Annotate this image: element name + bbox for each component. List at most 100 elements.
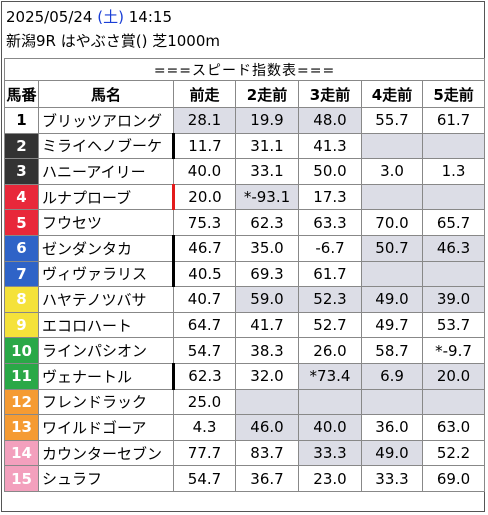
speed-index-cell: 20.0	[173, 183, 236, 211]
race-weekday: (土)	[97, 8, 124, 26]
speed-index-cell: 50.0	[298, 158, 362, 185]
table-row: 11 ヴェナートル 62.3 32.0 *73.4 6.9 20.0	[4, 362, 486, 390]
speed-index-cell	[361, 132, 423, 160]
speed-index-cell: 41.7	[235, 311, 299, 339]
col-header-horse-name: 馬名	[38, 80, 174, 108]
speed-index-cell: 28.1	[173, 107, 236, 134]
speed-index-cell	[361, 388, 423, 416]
table-row: 7 ヴィヴァラリス 40.5 69.3 61.7	[4, 260, 486, 288]
speed-index-cell	[421, 183, 486, 211]
speed-index-cell: 23.0	[298, 465, 362, 492]
horse-name: ヴィヴァラリス	[38, 260, 175, 288]
horse-name: ワイルドゴーア	[38, 414, 174, 441]
speed-index-cell: 75.3	[173, 209, 236, 236]
horse-name: ブリッツアロング	[38, 107, 174, 134]
table-title: ===スピード指数表===	[3, 58, 486, 81]
horse-name: ヴェナートル	[38, 362, 175, 390]
speed-index-cell: 83.7	[235, 439, 299, 467]
horse-name: ルナプローブ	[38, 183, 175, 211]
speed-index-cell: 52.3	[298, 286, 362, 313]
speed-index-cell: 49.0	[361, 286, 423, 313]
horse-number: 9	[4, 311, 39, 339]
speed-index-cell: 20.0	[421, 362, 486, 390]
speed-index-cell: *-9.7	[421, 337, 486, 364]
horse-number: 4	[4, 183, 39, 211]
speed-index-cell: 40.0	[298, 414, 362, 441]
speed-index-cell: 54.7	[173, 337, 236, 364]
horse-number: 3	[4, 158, 39, 185]
table-row: 15 シュラフ 54.7 36.7 23.0 33.3 69.0	[4, 465, 486, 492]
speed-index-cell: 62.3	[173, 362, 236, 390]
speed-index-cell	[361, 183, 423, 211]
speed-index-cell: 6.9	[361, 362, 423, 390]
horse-number: 5	[4, 209, 39, 236]
col-header-5-races-ago: 5走前	[421, 80, 486, 108]
table-row: 12 フレンドラック 25.0	[4, 388, 486, 416]
horse-number: 1	[4, 107, 39, 134]
speed-index-cell: 46.0	[235, 414, 299, 441]
horse-number: 11	[4, 362, 39, 390]
horse-number: 2	[4, 132, 39, 160]
speed-index-cell: 69.3	[235, 260, 299, 288]
speed-index-table: ===スピード指数表=== 馬番 馬名 前走 2走前 3走前 4走前 5走前 1…	[3, 58, 486, 492]
speed-index-cell: 39.0	[421, 286, 486, 313]
horse-number: 15	[4, 465, 39, 492]
table-title-row: ===スピード指数表===	[3, 58, 486, 81]
speed-index-cell: 49.7	[361, 311, 423, 339]
speed-index-cell: 52.7	[298, 311, 362, 339]
horse-name: カウンターセブン	[38, 439, 174, 467]
speed-index-cell: 33.1	[235, 158, 299, 185]
col-header-last-race: 前走	[173, 80, 236, 108]
speed-index-cell: 61.7	[421, 107, 486, 134]
speed-index-cell: 63.3	[298, 209, 362, 236]
table-row: 1 ブリッツアロング 28.1 19.9 48.0 55.7 61.7	[4, 107, 486, 134]
speed-index-cell: 53.7	[421, 311, 486, 339]
speed-index-cell: 3.0	[361, 158, 423, 185]
speed-index-cell: 64.7	[173, 311, 236, 339]
horse-name: ゼンダンタカ	[38, 234, 175, 262]
speed-index-cell: 41.3	[298, 132, 362, 160]
horse-name: エコロハート	[38, 311, 174, 339]
speed-index-cell: 40.5	[173, 260, 236, 288]
speed-index-cell: 77.7	[173, 439, 236, 467]
speed-index-cell: 48.0	[298, 107, 362, 134]
speed-index-cell: 25.0	[173, 388, 236, 416]
speed-index-cell: -6.7	[298, 234, 362, 262]
speed-index-cell: 49.0	[361, 439, 423, 467]
speed-index-cell: 4.3	[173, 414, 236, 441]
col-header-number: 馬番	[4, 80, 39, 108]
speed-index-cell: 1.3	[421, 158, 486, 185]
horse-number: 7	[4, 260, 39, 288]
horse-name: ハニーアイリー	[38, 158, 174, 185]
horse-number: 14	[4, 439, 39, 467]
speed-index-cell: 26.0	[298, 337, 362, 364]
speed-index-cell: 11.7	[173, 132, 236, 160]
speed-index-cell: 33.3	[361, 465, 423, 492]
race-datetime: 2025/05/24 (土) 14:15	[6, 6, 172, 27]
speed-index-cell	[421, 132, 486, 160]
race-time: 14:15	[128, 8, 172, 26]
speed-index-cell: 59.0	[235, 286, 299, 313]
horse-number: 10	[4, 337, 39, 364]
speed-index-cell: 65.7	[421, 209, 486, 236]
speed-index-cell: 36.7	[235, 465, 299, 492]
speed-index-cell: 52.2	[421, 439, 486, 467]
col-header-4-races-ago: 4走前	[361, 80, 423, 108]
speed-index-cell: 35.0	[235, 234, 299, 262]
speed-index-cell: 62.3	[235, 209, 299, 236]
col-header-2-races-ago: 2走前	[235, 80, 299, 108]
speed-index-cell: 36.0	[361, 414, 423, 441]
table-row: 2 ミライヘノブーケ 11.7 31.1 41.3	[4, 132, 486, 160]
race-date: 2025/05/24	[6, 8, 93, 26]
speed-index-cell	[421, 260, 486, 288]
speed-index-cell: 46.3	[421, 234, 486, 262]
race-name: 新潟9R はやぶさ賞() 芝1000m	[6, 32, 220, 50]
speed-index-cell	[235, 388, 299, 416]
horse-name: ハヤテノツバサ	[38, 286, 174, 313]
table-row: 14 カウンターセブン 77.7 83.7 33.3 49.0 52.2	[4, 439, 486, 467]
speed-index-cell: 46.7	[173, 234, 236, 262]
table-row: 9 エコロハート 64.7 41.7 52.7 49.7 53.7	[4, 311, 486, 339]
speed-index-cell: 69.0	[421, 465, 486, 492]
speed-index-cell: *-93.1	[235, 183, 299, 211]
